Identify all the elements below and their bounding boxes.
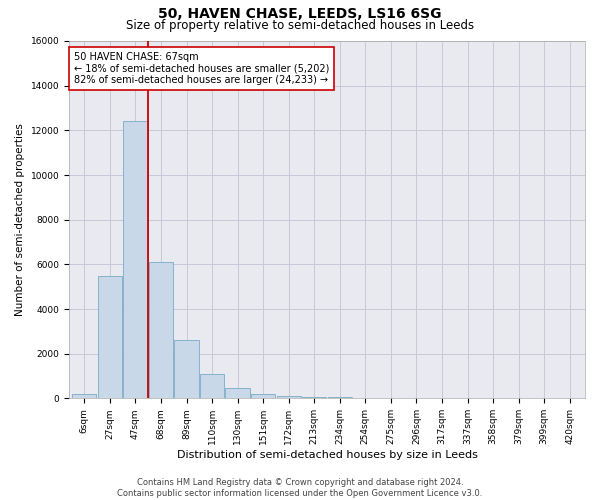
Text: Contains HM Land Registry data © Crown copyright and database right 2024.
Contai: Contains HM Land Registry data © Crown c… [118, 478, 482, 498]
Text: 50 HAVEN CHASE: 67sqm
← 18% of semi-detached houses are smaller (5,202)
82% of s: 50 HAVEN CHASE: 67sqm ← 18% of semi-deta… [74, 52, 329, 85]
Bar [251, 394, 275, 398]
Bar [226, 388, 250, 398]
Bar [200, 374, 224, 398]
Bar [328, 397, 352, 398]
Bar [124, 122, 148, 398]
Bar [149, 262, 173, 398]
Text: Size of property relative to semi-detached houses in Leeds: Size of property relative to semi-detach… [126, 19, 474, 32]
Bar [175, 340, 199, 398]
Bar [98, 276, 122, 398]
X-axis label: Distribution of semi-detached houses by size in Leeds: Distribution of semi-detached houses by … [176, 450, 478, 460]
Bar [72, 394, 97, 398]
Bar [277, 396, 301, 398]
Text: 50, HAVEN CHASE, LEEDS, LS16 6SG: 50, HAVEN CHASE, LEEDS, LS16 6SG [158, 8, 442, 22]
Bar [302, 396, 326, 398]
Y-axis label: Number of semi-detached properties: Number of semi-detached properties [15, 123, 25, 316]
